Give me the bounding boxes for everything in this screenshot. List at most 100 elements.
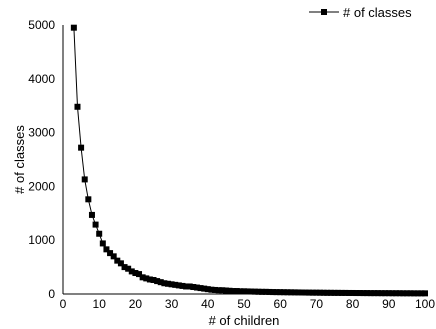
x-tick-label: 70 (310, 297, 324, 311)
data-point (222, 287, 229, 294)
data-point (96, 230, 103, 237)
data-point (298, 289, 305, 296)
data-point (335, 289, 342, 296)
y-tick-label: 5000 (28, 18, 55, 32)
y-tick-label: 2000 (28, 179, 55, 193)
y-tick-label: 4000 (28, 72, 55, 86)
data-point (81, 176, 88, 183)
x-tick-label: 20 (129, 297, 143, 311)
data-point (302, 289, 309, 296)
data-point (244, 288, 251, 295)
data-point (259, 288, 266, 295)
data-point (382, 290, 389, 297)
data-point (266, 288, 273, 295)
data-point (378, 290, 385, 297)
data-point (364, 290, 371, 297)
data-point (400, 290, 407, 297)
data-point (389, 290, 396, 297)
data-point (385, 290, 392, 297)
data-point (374, 290, 381, 297)
data-point (183, 283, 190, 290)
data-point (136, 271, 143, 278)
data-point (251, 288, 258, 295)
data-point (313, 289, 320, 296)
legend: # of classes (309, 5, 412, 20)
plot-area (70, 24, 428, 297)
data-point (107, 250, 114, 257)
x-tick-label: 60 (274, 297, 288, 311)
data-point (393, 290, 400, 297)
data-point (367, 290, 374, 297)
data-point (230, 288, 237, 295)
data-point (422, 290, 428, 297)
data-point (99, 240, 106, 247)
x-tick-label: 0 (60, 297, 67, 311)
data-point (291, 289, 298, 296)
data-point (324, 289, 331, 296)
data-point (143, 275, 150, 282)
data-point (121, 264, 128, 271)
data-point (288, 289, 295, 296)
data-point (179, 282, 186, 289)
data-point (110, 253, 117, 260)
data-point (277, 289, 284, 296)
data-point (331, 289, 338, 296)
x-tick-label: 80 (346, 297, 360, 311)
data-point (273, 289, 280, 296)
x-tick-label: 10 (93, 297, 107, 311)
data-point (190, 284, 197, 291)
data-point (356, 290, 363, 297)
data-point (349, 289, 356, 296)
data-point (360, 290, 367, 297)
legend-entry: # of classes (343, 5, 412, 20)
data-point (70, 24, 77, 31)
data-point (306, 289, 313, 296)
data-point (338, 289, 345, 296)
data-point (241, 288, 247, 295)
data-point (295, 289, 302, 296)
series-line (73, 27, 425, 294)
legend-marker (321, 9, 327, 15)
data-point (237, 288, 244, 295)
data-point (78, 144, 85, 151)
data-point (248, 288, 255, 295)
data-point (219, 287, 226, 294)
x-tick-label: 30 (165, 297, 179, 311)
data-point (345, 289, 352, 296)
data-point (320, 289, 327, 296)
data-point (103, 246, 110, 253)
data-point (150, 277, 157, 284)
x-tick-label: 40 (201, 297, 215, 311)
data-point (208, 286, 215, 293)
x-tick-labels: 0 10 20 30 40 50 60 70 80 90 100 (60, 297, 436, 311)
data-point (317, 289, 324, 296)
data-point (371, 290, 378, 297)
data-point (327, 289, 334, 296)
data-point (168, 281, 175, 288)
data-point (411, 290, 418, 297)
data-point (212, 286, 219, 293)
data-point (193, 284, 200, 291)
x-tick-label: 90 (382, 297, 396, 311)
data-point (197, 285, 204, 292)
y-tick-labels: 0 1000 2000 3000 4000 5000 (28, 18, 55, 301)
data-point (114, 257, 121, 264)
axes (62, 25, 425, 295)
data-point (175, 282, 182, 289)
data-point (233, 288, 240, 295)
x-tick-label: 100 (415, 297, 435, 311)
data-point (146, 276, 153, 283)
data-point (154, 278, 161, 285)
data-point (139, 274, 146, 281)
y-tick-label: 0 (48, 287, 55, 301)
y-tick-label: 1000 (28, 233, 55, 247)
data-point (226, 287, 233, 294)
data-point (407, 290, 414, 297)
data-point (414, 290, 421, 297)
data-point (353, 290, 360, 297)
data-point (418, 290, 425, 297)
data-point (172, 281, 179, 288)
data-point (342, 289, 349, 296)
data-point (269, 289, 276, 296)
data-point (215, 287, 222, 294)
